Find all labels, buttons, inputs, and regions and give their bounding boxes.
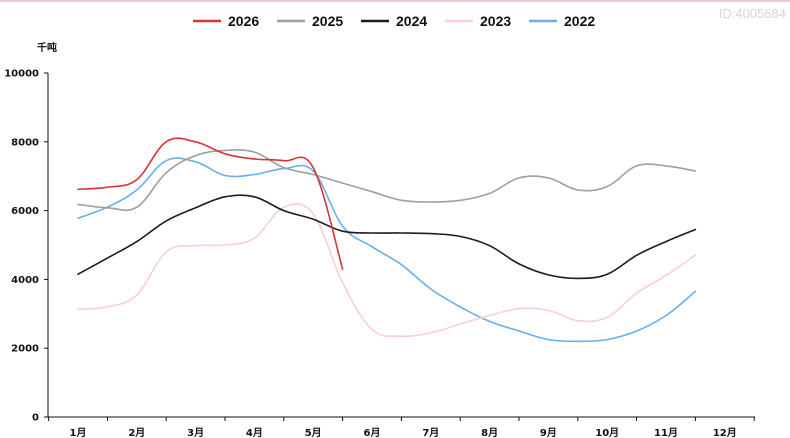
legend-item-2025: 2025: [277, 13, 343, 29]
top-rule: [0, 0, 790, 2]
series-line-2025: [77, 149, 697, 212]
y-tick-label: 0: [32, 413, 39, 424]
x-tick-label: 9月: [540, 427, 557, 438]
legend-item-2026: 2026: [193, 13, 259, 29]
x-tick-label: 7月: [422, 427, 439, 438]
x-tick-label: 12月: [713, 427, 737, 438]
chart-axes: 0 2000 4000 6000 8000 10000 1月 2月 3月 4月 5月 6月 7月 8月 9月…: [4, 69, 755, 438]
y-tick-label: 2000: [11, 344, 39, 355]
y-axis-unit-label: 千吨: [37, 41, 57, 54]
x-tick-label: 4月: [246, 427, 263, 438]
legend-label: 2025: [312, 13, 343, 29]
legend-item-2024: 2024: [361, 13, 427, 29]
legend-item-2023: 2023: [445, 13, 511, 29]
series-line-2024: [77, 194, 697, 280]
y-tick-label: 4000: [11, 275, 39, 286]
x-tick-label: 10月: [595, 427, 619, 438]
x-tick-label: 1月: [70, 427, 87, 438]
chart-legend: 2026 2025 2024 2023 2022: [193, 13, 595, 29]
legend-label: 2023: [480, 13, 511, 29]
legend-label: 2026: [228, 13, 259, 29]
x-tick-label: 11月: [654, 427, 678, 438]
legend-label: 2022: [564, 13, 595, 29]
series-line-2023: [77, 203, 697, 338]
y-tick-label: 8000: [11, 137, 39, 148]
y-tick-label: 6000: [11, 206, 39, 217]
watermark: ID:4005684: [718, 6, 786, 21]
series-line-2022: [77, 157, 697, 343]
series-line-2026: [77, 137, 344, 270]
x-tick-label: 8月: [481, 427, 498, 438]
x-tick-label: 5月: [305, 427, 322, 438]
x-tick-label: 2月: [128, 427, 145, 438]
legend-label: 2024: [396, 13, 427, 29]
y-tick-label: 10000: [4, 69, 39, 80]
series-layer: [77, 137, 697, 343]
x-tick-label: 3月: [187, 427, 204, 438]
x-tick-label: 6月: [364, 427, 381, 438]
legend-item-2022: 2022: [529, 13, 595, 29]
